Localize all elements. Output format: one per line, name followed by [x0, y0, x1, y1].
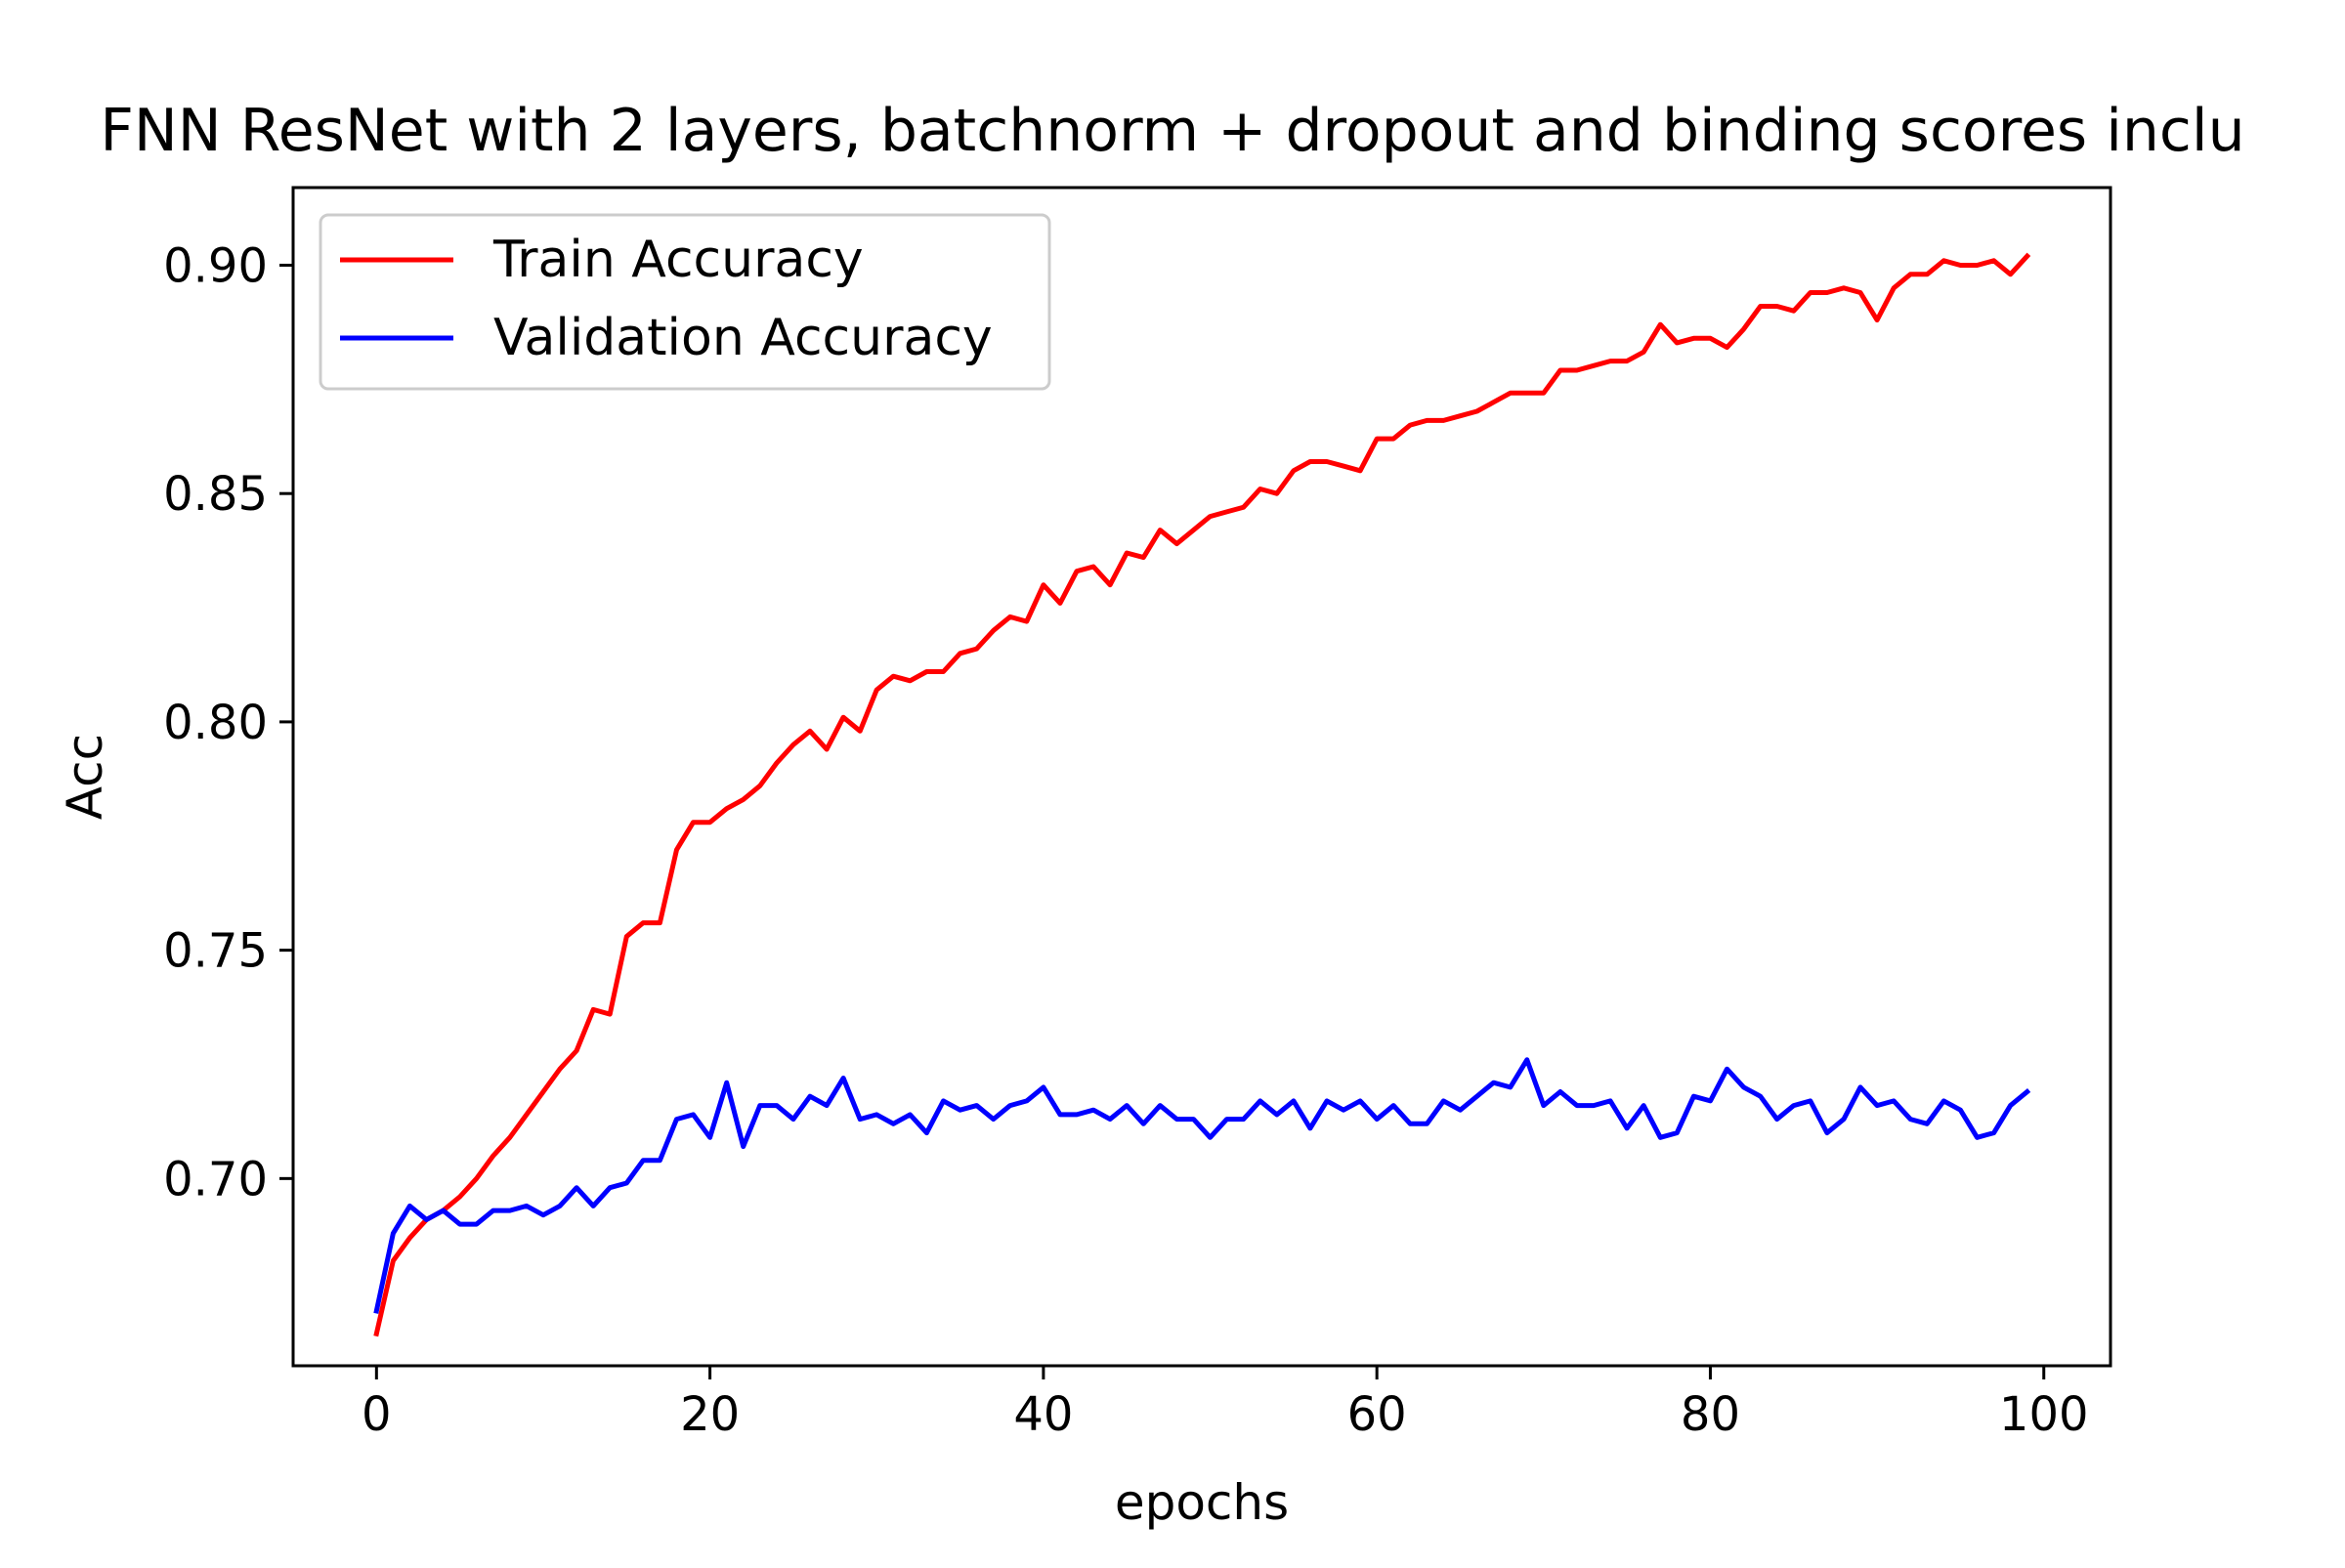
legend-label-validation: Validation Accuracy — [493, 309, 993, 367]
series-line-train — [373, 252, 2031, 1337]
y-tick-label: 0.75 — [163, 924, 268, 979]
legend-box — [319, 213, 1051, 391]
y-tick-label: 0.90 — [163, 238, 268, 293]
axes-frame — [291, 186, 2112, 1368]
x-axis: 0 20 40 60 80 100 — [362, 1366, 2089, 1442]
y-axis-label: Acc — [57, 734, 113, 820]
legend-label-train: Train Accuracy — [492, 231, 864, 289]
x-tick-label: 60 — [1347, 1387, 1407, 1442]
chart-title: FNN ResNet with 2 layers, batchnorm + dr… — [100, 97, 2244, 165]
x-tick-label: 100 — [1999, 1387, 2089, 1442]
y-tick-label: 0.70 — [163, 1152, 268, 1207]
y-axis: 0.70 0.75 0.80 0.85 0.90 — [163, 238, 293, 1207]
x-tick-label: 80 — [1681, 1387, 1740, 1442]
plot-area — [373, 252, 2031, 1337]
x-tick-label: 40 — [1013, 1387, 1073, 1442]
legend: Train Accuracy Validation Accuracy — [319, 213, 1051, 391]
y-tick-label: 0.80 — [163, 696, 268, 750]
series-line-validation — [373, 1057, 2031, 1314]
y-tick-label: 0.85 — [163, 467, 268, 522]
x-tick-label: 20 — [680, 1387, 740, 1442]
x-tick-label: 0 — [362, 1387, 392, 1442]
x-axis-label: epochs — [1115, 1474, 1289, 1531]
